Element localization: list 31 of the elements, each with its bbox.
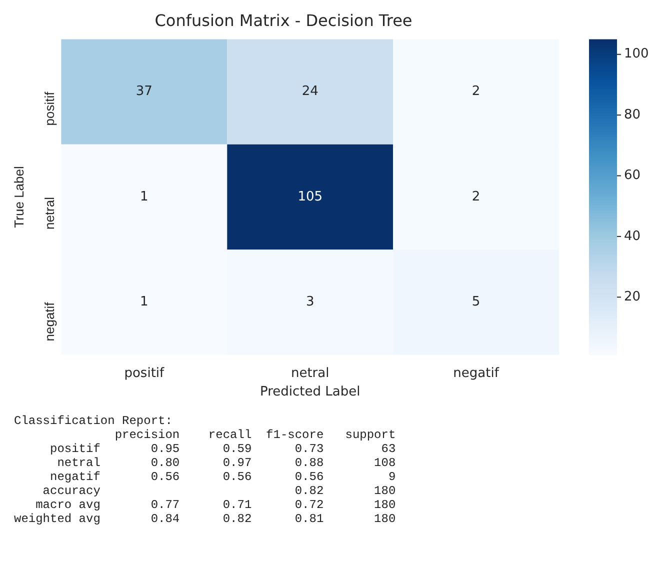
text: weighted avg 0.84 0.82 0.81 180 [14, 512, 397, 526]
data-label: 2 [472, 189, 480, 204]
text: positif 0.95 0.59 0.73 63 [49, 442, 397, 456]
x-tick-label: positif [124, 366, 165, 381]
text: Classification Report: [14, 414, 174, 428]
x-axis-title: Predicted Label [260, 384, 360, 400]
color-bar-label: 100 [624, 46, 649, 62]
color-bar-label: 60 [624, 168, 641, 184]
chart-title: Confusion Matrix - Decision Tree [154, 10, 412, 30]
y-tick-label: netral [42, 196, 57, 230]
text: accuracy 0.82 180 [42, 484, 397, 498]
y-tick-label: negatif [42, 302, 57, 342]
x-tick-label: negatif [453, 366, 500, 381]
text: negatif 0.56 0.56 0.56 9 [49, 470, 397, 484]
data-label: 1 [140, 294, 148, 310]
text: precision recall f1-score support [114, 428, 397, 442]
data-label: 1 [140, 189, 148, 204]
color-bar-label: 80 [624, 107, 641, 122]
text: macro avg 0.77 0.71 0.72 180 [34, 498, 397, 512]
text: netral 0.80 0.97 0.88 108 [56, 456, 397, 470]
data-label: 3 [306, 294, 314, 310]
data-label: 105 [298, 189, 323, 204]
y-axis-title: True Label [11, 166, 26, 228]
data-label: 2 [472, 84, 480, 100]
color-bar-label: 40 [624, 228, 641, 244]
data-label: 24 [302, 84, 318, 100]
color-bar-label: 20 [624, 290, 641, 305]
data-label: 5 [472, 294, 480, 310]
data-label: 37 [136, 84, 152, 100]
y-tick-label: positif [42, 91, 57, 126]
x-tick-label: netral [290, 366, 330, 381]
